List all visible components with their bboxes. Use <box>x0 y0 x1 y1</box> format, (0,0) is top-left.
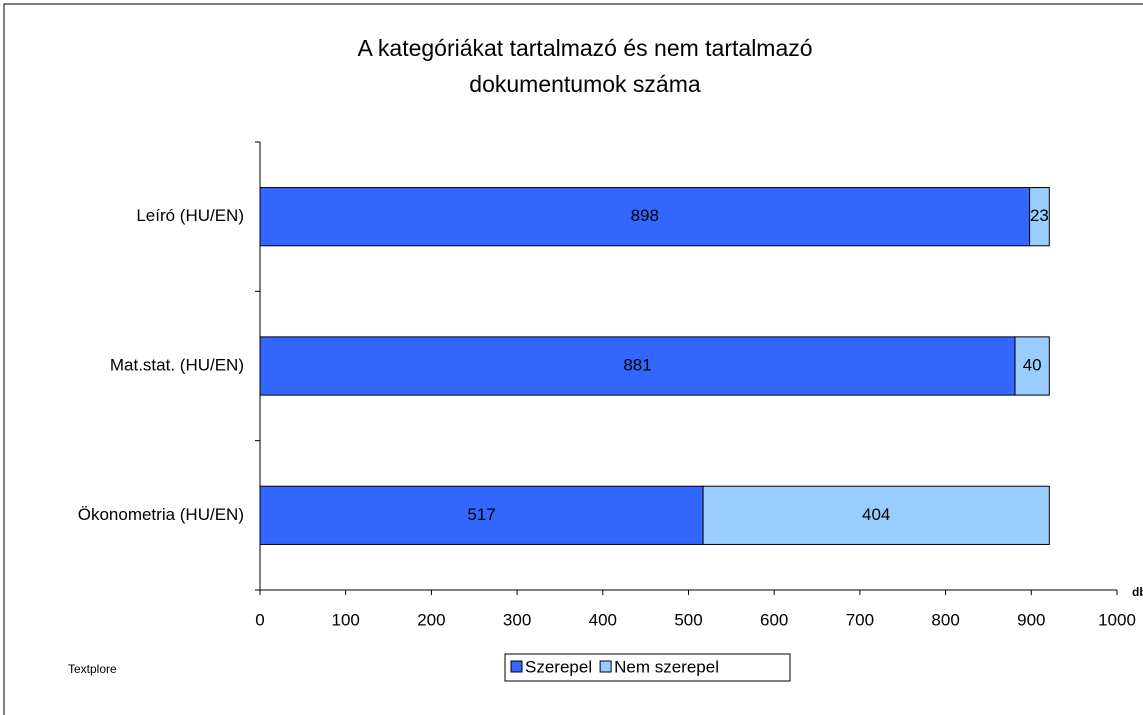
bar-segment <box>259 187 1031 247</box>
x-tick-label: 0 <box>255 610 264 629</box>
bar-segment <box>1029 187 1050 247</box>
y-tick-label: Mat.stat. (HU/EN) <box>110 355 244 374</box>
bar-segment <box>259 485 704 545</box>
bar-segment <box>702 485 1050 545</box>
x-tick-label: 100 <box>332 610 360 629</box>
x-tick-label: 200 <box>417 610 445 629</box>
title-line: A kategóriákat tartalmazó és nem tartalm… <box>357 35 812 61</box>
data-label: 517 <box>467 505 495 524</box>
x-tick-label: 600 <box>760 610 788 629</box>
data-label: 898 <box>631 206 659 225</box>
legend-swatch <box>599 660 612 673</box>
y-tick-label: Leíró (HU/EN) <box>136 206 244 225</box>
bar-segment <box>259 336 1016 396</box>
title-line: dokumentumok száma <box>469 71 701 97</box>
x-axis-label: db <box>1132 585 1143 599</box>
legend-label: Nem szerepel <box>614 657 719 676</box>
x-tick-label: 400 <box>589 610 617 629</box>
annotation: Textplore <box>68 662 117 676</box>
x-tick-label: 900 <box>1017 610 1045 629</box>
legend-label: Szerepel <box>525 657 592 676</box>
chart-title: A kategóriákat tartalmazó és nem tartalm… <box>357 35 812 97</box>
bar-segment <box>1014 336 1050 396</box>
data-label: 881 <box>623 355 651 374</box>
data-label: 404 <box>862 505 890 524</box>
data-label: 40 <box>1023 355 1042 374</box>
x-tick-label: 300 <box>503 610 531 629</box>
chart-frame <box>3 3 1143 715</box>
legend-swatch <box>510 660 523 673</box>
y-tick-label: Ökonometria (HU/EN) <box>78 505 244 524</box>
x-tick-label: 500 <box>674 610 702 629</box>
x-tick-label: 700 <box>846 610 874 629</box>
x-tick-label: 800 <box>931 610 959 629</box>
legend: Szerepel Nem szerepel <box>504 653 791 682</box>
legend-box <box>504 653 791 682</box>
data-label: 23 <box>1030 206 1049 225</box>
x-tick-label: 1000 <box>1098 610 1136 629</box>
